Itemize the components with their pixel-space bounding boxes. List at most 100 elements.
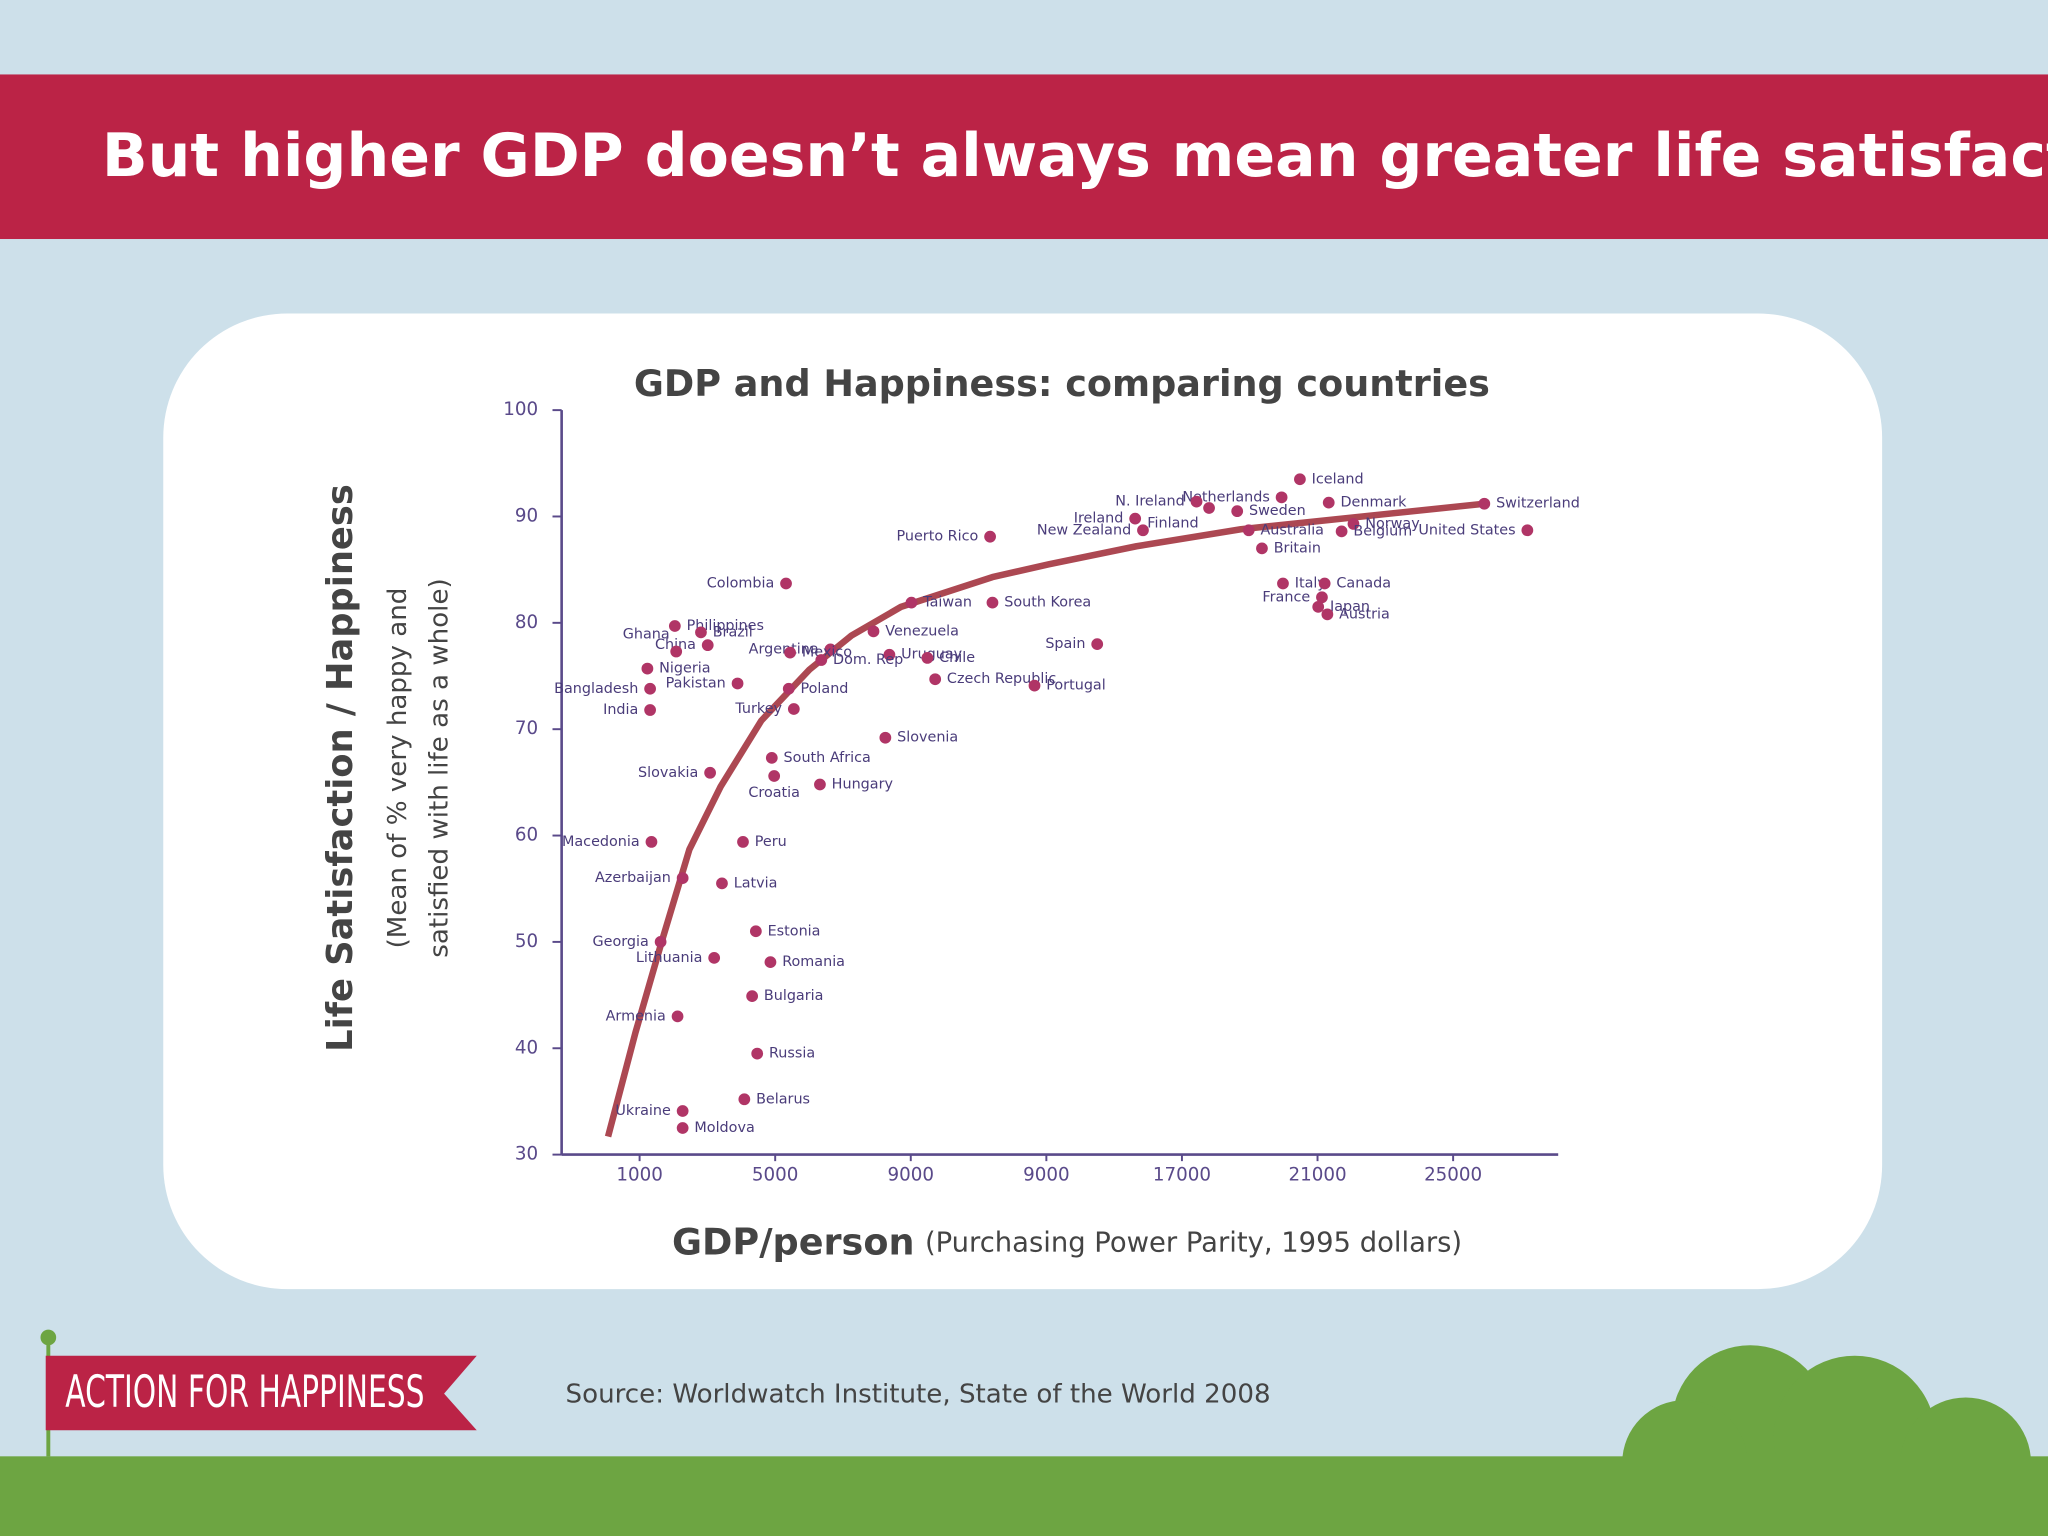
x-tick-label: 9000: [1023, 1165, 1069, 1186]
point-label: N. Ireland: [1115, 494, 1185, 510]
data-point: [654, 936, 667, 948]
point-label: Armenia: [606, 1008, 666, 1024]
point-label: Hungary: [832, 776, 894, 792]
point-label: Italy: [1295, 575, 1327, 591]
point-label: Estonia: [768, 923, 821, 939]
point-label: New Zealand: [1037, 522, 1131, 538]
data-point: [784, 646, 796, 659]
point-label: Puerto Rico: [896, 529, 978, 545]
point-label: Georgia: [593, 934, 649, 950]
point-label: Croatia: [748, 785, 800, 801]
data-point: [1231, 505, 1244, 518]
point-label: Russia: [769, 1046, 815, 1062]
data-point: [738, 1093, 751, 1106]
card: [163, 313, 1883, 1290]
data-point: [1294, 473, 1306, 486]
data-point: [765, 752, 778, 764]
point-label: Sweden: [1249, 503, 1306, 519]
point-label: Ukraine: [615, 1103, 671, 1119]
point-label: Netherlands: [1182, 489, 1270, 505]
point-label: Romania: [782, 954, 845, 970]
y-tick-label: 40: [515, 1037, 538, 1058]
point-label: Canada: [1336, 575, 1391, 591]
data-point: [1277, 577, 1289, 590]
heading: But higher GDP doesn’t always mean great…: [102, 121, 2048, 191]
data-point: [1321, 608, 1334, 621]
x-axis-title: GDP/person: [672, 1220, 914, 1263]
data-point: [708, 951, 721, 964]
x-tick-label: 21000: [1288, 1165, 1346, 1186]
data-point: [1091, 638, 1104, 650]
x-axis-note: (Purchasing Power Parity, 1995 dollars): [925, 1227, 1462, 1258]
data-point: [1322, 496, 1335, 509]
point-label: South Africa: [784, 750, 871, 766]
source: Source: Worldwatch Institute, State of t…: [566, 1379, 1271, 1409]
point-label: United States: [1418, 522, 1515, 538]
point-label: Brazil: [713, 624, 753, 640]
data-point: [986, 596, 999, 609]
data-point: [1318, 577, 1331, 590]
data-point: [645, 836, 658, 848]
data-point: [1335, 525, 1348, 538]
point-label: Dom. Rep: [833, 652, 903, 668]
data-point: [1521, 524, 1534, 537]
data-point: [1478, 497, 1491, 510]
point-label: Norway: [1365, 516, 1420, 532]
point-label: Venezuela: [885, 623, 959, 639]
point-label: Portugal: [1046, 678, 1105, 694]
point-label: Macedonia: [562, 834, 640, 850]
brand: ACTION FOR HAPPINESS: [65, 1367, 424, 1418]
data-point: [1256, 542, 1268, 555]
x-axis-label: GDP/person (Purchasing Power Parity, 1995…: [672, 1220, 1462, 1263]
point-label: Ireland: [1074, 511, 1124, 527]
data-point: [749, 925, 762, 938]
point-label: Chile: [939, 650, 975, 666]
point-label: Latvia: [734, 875, 778, 891]
point-label: Colombia: [707, 575, 774, 591]
point-label: Lithuania: [636, 950, 703, 966]
point-label: Britain: [1274, 540, 1321, 556]
point-label: Argentina: [749, 641, 819, 657]
y-axis-label: Life Satisfaction / Happiness: [320, 484, 361, 1052]
data-point: [1028, 679, 1041, 692]
data-point: [867, 625, 880, 638]
point-label: Pakistan: [666, 675, 726, 691]
point-label: Slovenia: [897, 730, 958, 746]
point-label: Poland: [800, 681, 848, 697]
data-point: [644, 704, 656, 716]
point-label: Azerbaijan: [595, 870, 671, 886]
y-tick-label: 100: [503, 399, 538, 420]
data-point: [921, 652, 934, 664]
data-point: [671, 1010, 684, 1023]
point-label: Denmark: [1340, 495, 1407, 511]
data-point: [814, 778, 826, 791]
point-label: Peru: [755, 834, 787, 850]
y-tick-label: 90: [515, 505, 538, 526]
data-point: [883, 648, 896, 661]
data-point: [751, 1047, 764, 1060]
banner: [0, 74, 2048, 240]
point-label: Japan: [1329, 599, 1370, 615]
data-point: [824, 643, 837, 656]
point-label: Bulgaria: [764, 988, 824, 1004]
data-point: [1316, 591, 1328, 604]
data-point: [670, 645, 683, 658]
data-point: [764, 956, 777, 968]
data-point: [815, 654, 828, 666]
data-point: [1129, 512, 1142, 525]
y-tick-label: 80: [515, 612, 538, 633]
data-point: [905, 596, 918, 609]
y-tick-label: 30: [515, 1144, 538, 1165]
point-label: France: [1262, 589, 1310, 605]
brand-flag: [40, 1329, 477, 1457]
data-point: [929, 673, 942, 686]
data-point: [1275, 491, 1288, 504]
point-label: Taiwan: [922, 595, 972, 611]
point-label: Austria: [1339, 606, 1390, 622]
data-point: [701, 639, 714, 652]
point-label: Belgium: [1353, 523, 1412, 539]
data-point: [731, 677, 744, 690]
point-label: Moldova: [694, 1120, 754, 1136]
data-point: [668, 620, 681, 632]
